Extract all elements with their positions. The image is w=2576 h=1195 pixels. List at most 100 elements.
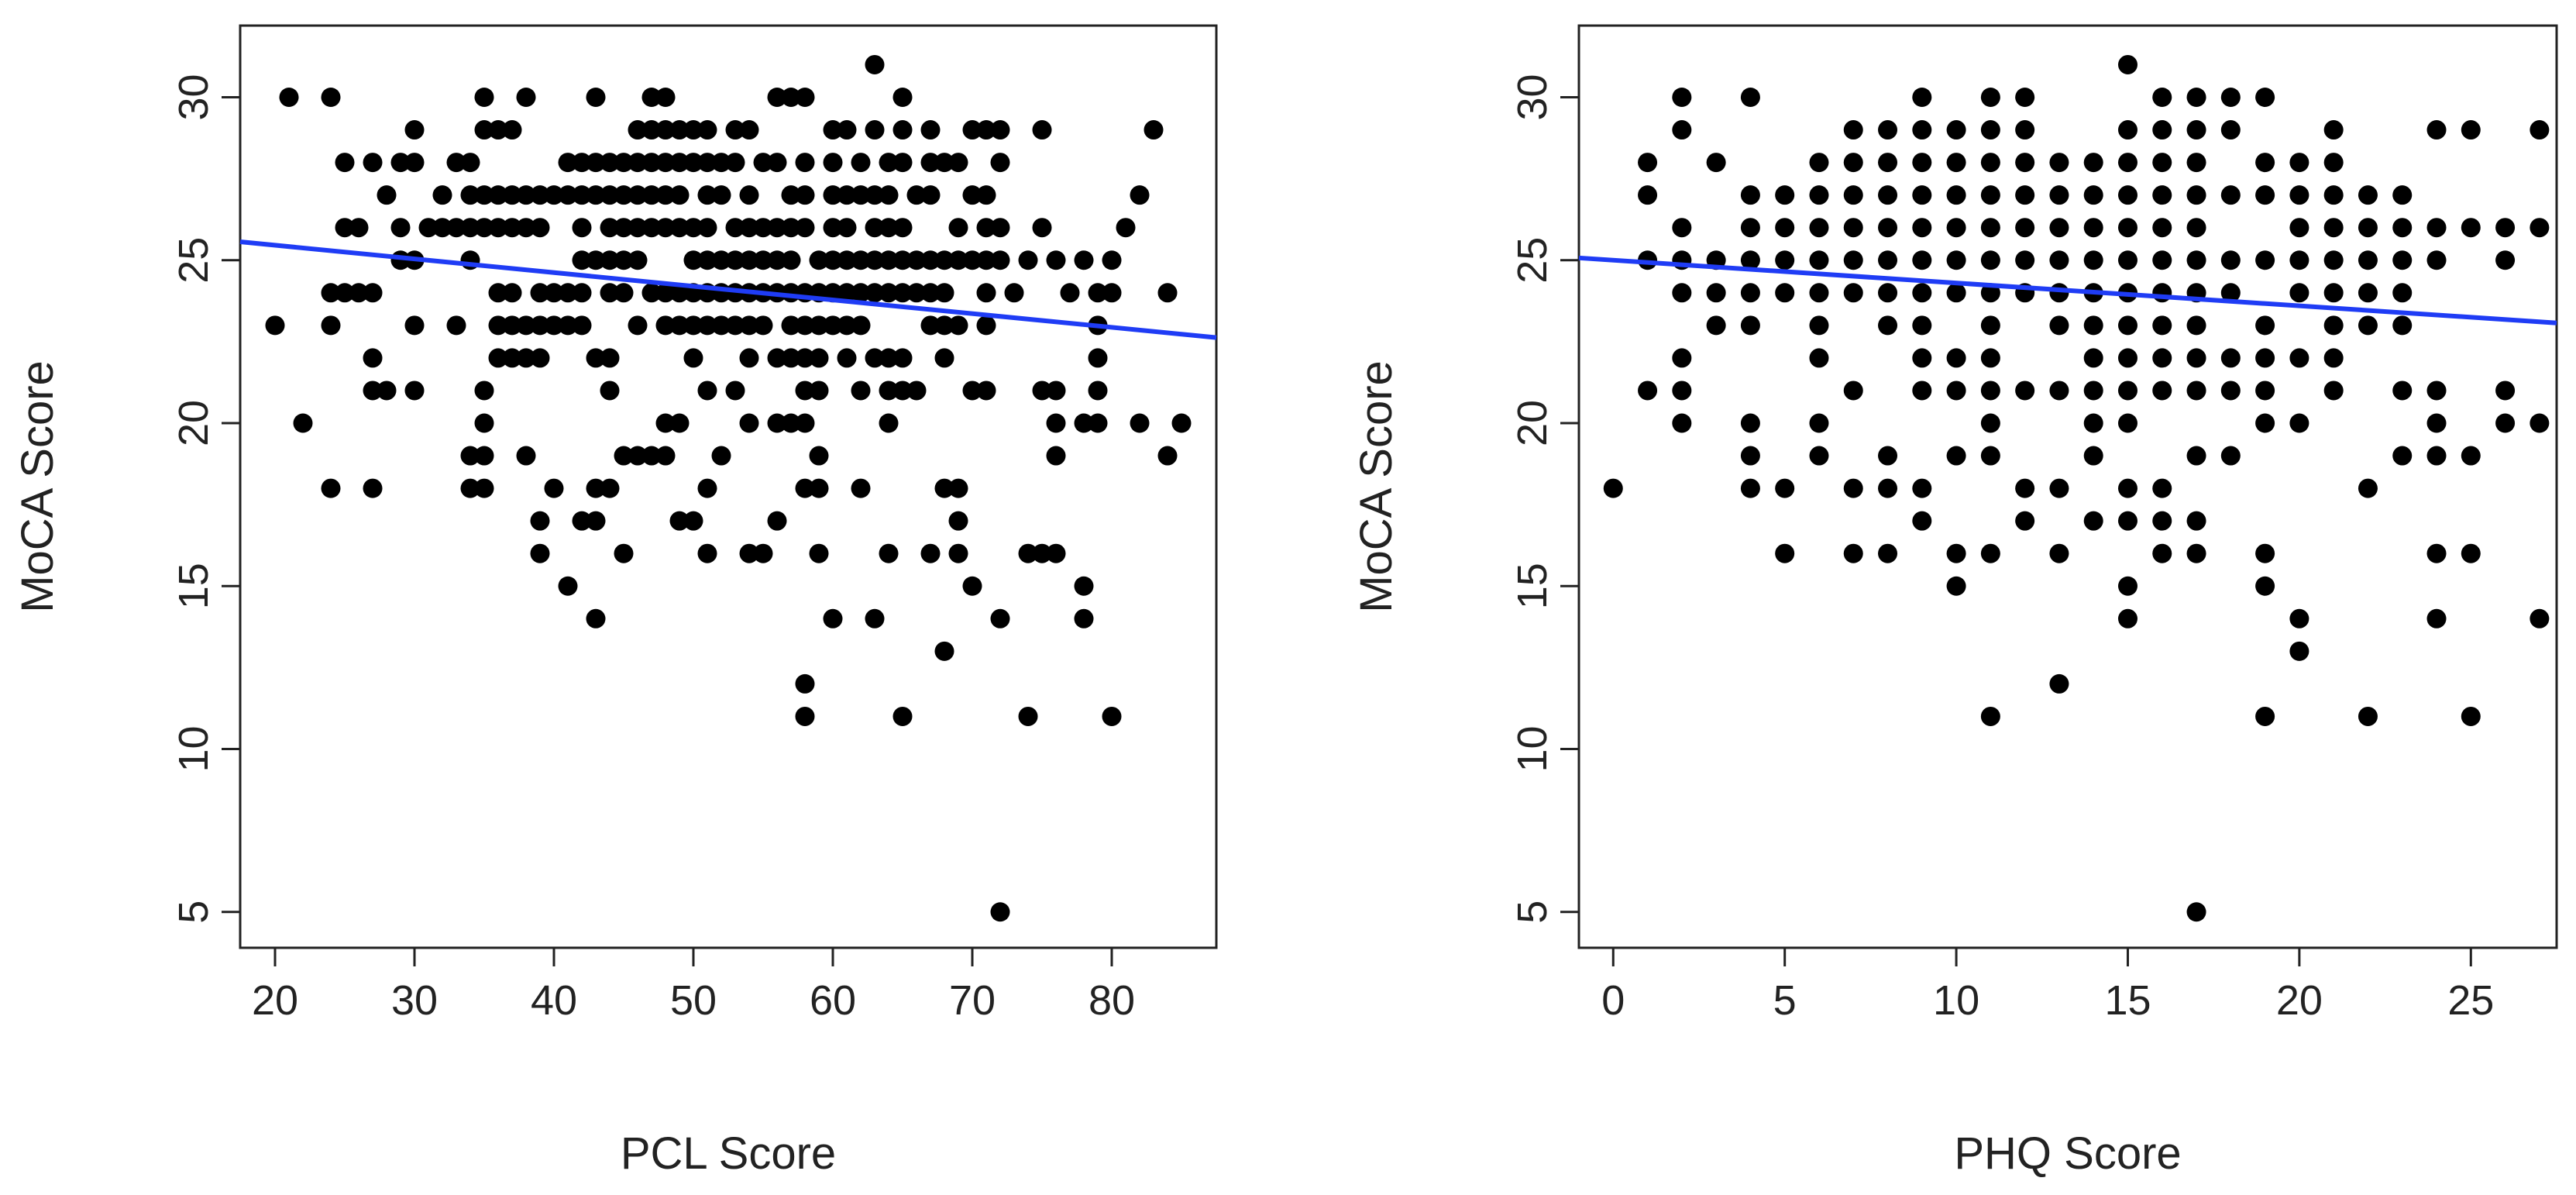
data-point-phq <box>2358 185 2378 205</box>
x-tick-label-pcl: 50 <box>670 977 717 1024</box>
data-point-pcl <box>1130 185 1150 205</box>
data-point-phq <box>2117 478 2137 498</box>
data-point-pcl <box>879 250 899 270</box>
data-point-phq <box>2426 543 2447 563</box>
data-point-pcl <box>432 185 452 205</box>
data-point-pcl <box>948 315 968 336</box>
x-axis-label-phq: PHQ Score <box>1954 1128 2181 1179</box>
data-point-pcl <box>823 153 843 173</box>
data-point-pcl <box>711 153 731 173</box>
data-point-phq <box>2323 283 2344 303</box>
data-point-pcl <box>711 250 731 270</box>
data-point-phq <box>2530 120 2550 140</box>
data-point-phq <box>2426 381 2447 401</box>
data-point-pcl <box>488 218 508 238</box>
data-point-phq <box>2049 478 2069 498</box>
x-tick-label-phq: 5 <box>1773 977 1797 1024</box>
data-point-phq <box>2152 283 2172 303</box>
data-point-pcl <box>990 608 1010 628</box>
data-point-pcl <box>1088 348 1108 368</box>
x-tick-label-pcl: 30 <box>391 977 438 1024</box>
data-point-pcl <box>600 218 620 238</box>
data-point-pcl <box>739 120 759 140</box>
data-point-pcl <box>879 153 899 173</box>
y-axis-pcl: 5 10 15 20 25 30 <box>170 74 242 924</box>
data-point-pcl <box>335 218 355 238</box>
data-point-pcl <box>697 250 717 270</box>
data-point-pcl <box>837 218 857 238</box>
data-point-pcl <box>823 185 843 205</box>
data-point-phq <box>1878 185 1898 205</box>
data-point-pcl <box>572 153 592 173</box>
data-point-phq <box>2220 185 2241 205</box>
data-point-pcl <box>781 348 801 368</box>
data-point-pcl <box>892 218 913 238</box>
data-point-pcl <box>767 511 787 531</box>
data-point-pcl <box>809 381 829 401</box>
data-point-phq <box>2152 88 2172 108</box>
data-point-phq <box>1809 446 1829 466</box>
data-point-phq <box>2255 413 2275 433</box>
y-tick-label-pcl: 20 <box>170 400 217 446</box>
data-point-phq <box>1878 153 1898 173</box>
data-point-pcl <box>321 478 341 498</box>
data-point-pcl <box>823 250 843 270</box>
data-point-phq <box>2186 120 2206 140</box>
data-point-phq <box>2186 446 2206 466</box>
data-point-pcl <box>516 315 536 336</box>
data-point-phq <box>2015 511 2035 531</box>
data-point-pcl <box>1157 283 1178 303</box>
data-point-pcl <box>739 250 759 270</box>
data-point-pcl <box>697 120 717 140</box>
data-point-pcl <box>795 218 815 238</box>
data-point-phq <box>2392 250 2413 270</box>
data-point-pcl <box>628 218 648 238</box>
data-point-phq <box>2495 218 2516 238</box>
data-point-phq <box>1740 478 1760 498</box>
data-point-phq <box>2083 185 2103 205</box>
y-tick-label-pcl: 10 <box>170 725 217 772</box>
data-point-pcl <box>697 218 717 238</box>
data-point-phq <box>1980 250 2000 270</box>
data-point-pcl <box>572 185 592 205</box>
data-point-phq <box>2117 511 2137 531</box>
data-point-pcl <box>1074 608 1094 628</box>
data-point-phq <box>2015 250 2035 270</box>
data-point-pcl <box>432 218 452 238</box>
data-point-pcl <box>655 283 676 303</box>
data-point-pcl <box>1032 543 1052 563</box>
data-point-pcl <box>711 446 731 466</box>
data-point-phq <box>1980 218 2000 238</box>
data-point-pcl <box>474 446 494 466</box>
data-point-phq <box>2015 153 2035 173</box>
data-point-pcl <box>600 348 620 368</box>
data-point-phq <box>1809 283 1829 303</box>
data-point-pcl <box>655 153 676 173</box>
data-point-phq <box>2530 413 2550 433</box>
fit-line-phq <box>1578 255 2557 325</box>
data-point-phq <box>1706 283 1726 303</box>
data-point-pcl <box>474 185 494 205</box>
data-point-pcl <box>474 218 494 238</box>
data-point-phq <box>2015 478 2035 498</box>
data-point-phq <box>1946 543 1966 563</box>
data-point-phq <box>1638 381 1658 401</box>
y-tick-label-phq: 25 <box>1509 237 1556 284</box>
data-point-pcl <box>641 218 662 238</box>
data-point-phq <box>2186 511 2206 531</box>
y-tick-label-phq: 10 <box>1509 725 1556 772</box>
data-point-phq <box>1672 218 1692 238</box>
data-point-phq <box>1672 348 1692 368</box>
data-point-phq <box>2358 315 2378 336</box>
data-point-phq <box>1843 218 1863 238</box>
data-point-phq <box>2323 185 2344 205</box>
x-tick-label-phq: 20 <box>2276 977 2323 1024</box>
data-point-pcl <box>404 153 425 173</box>
data-point-pcl <box>544 283 564 303</box>
data-point-pcl <box>363 153 383 173</box>
data-point-phq <box>2392 218 2413 238</box>
data-point-pcl <box>446 218 466 238</box>
data-point-phq <box>1672 413 1692 433</box>
data-point-phq <box>2358 218 2378 238</box>
